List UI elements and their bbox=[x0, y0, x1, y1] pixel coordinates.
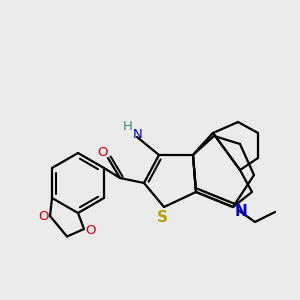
Text: O: O bbox=[86, 224, 96, 236]
Text: O: O bbox=[97, 146, 107, 160]
Text: N: N bbox=[133, 128, 143, 142]
Text: O: O bbox=[38, 211, 48, 224]
Text: N: N bbox=[235, 203, 248, 218]
Text: S: S bbox=[157, 209, 167, 224]
Text: H: H bbox=[123, 121, 133, 134]
